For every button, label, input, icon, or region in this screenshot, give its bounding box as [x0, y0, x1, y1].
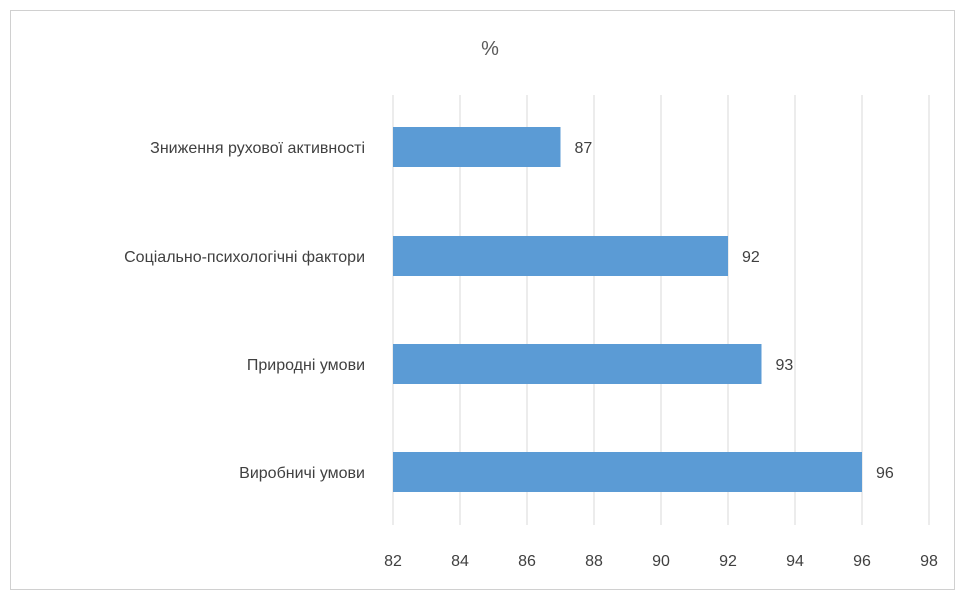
data-label: 87 [575, 140, 593, 157]
x-axis-tick-labels: 82 84 86 88 90 92 94 96 98 [384, 553, 938, 570]
x-tick-label: 84 [451, 553, 469, 570]
category-label: Зниження рухової активності [150, 140, 365, 157]
data-label: 96 [876, 465, 894, 482]
bar [393, 236, 728, 276]
chart-frame [10, 10, 955, 590]
x-tick-label: 94 [786, 553, 804, 570]
data-label: 93 [776, 357, 794, 374]
category-labels: Зниження рухової активності Соціально-пси… [124, 140, 365, 482]
data-labels: 87 92 93 96 [575, 140, 894, 482]
x-tick-label: 82 [384, 553, 402, 570]
category-label: Природні умови [247, 357, 365, 374]
chart-title: % [481, 38, 499, 60]
category-label: Виробничі умови [239, 465, 365, 482]
bar [393, 127, 561, 167]
x-tick-label: 96 [853, 553, 871, 570]
x-tick-label: 98 [920, 553, 938, 570]
category-label: Соціально-психологічні фактори [124, 249, 365, 266]
x-tick-label: 88 [585, 553, 603, 570]
x-tick-label: 86 [518, 553, 536, 570]
bar [393, 344, 762, 384]
bar [393, 452, 862, 492]
data-label: 92 [742, 249, 760, 266]
bars [393, 127, 862, 492]
x-tick-label: 92 [719, 553, 737, 570]
x-tick-label: 90 [652, 553, 670, 570]
